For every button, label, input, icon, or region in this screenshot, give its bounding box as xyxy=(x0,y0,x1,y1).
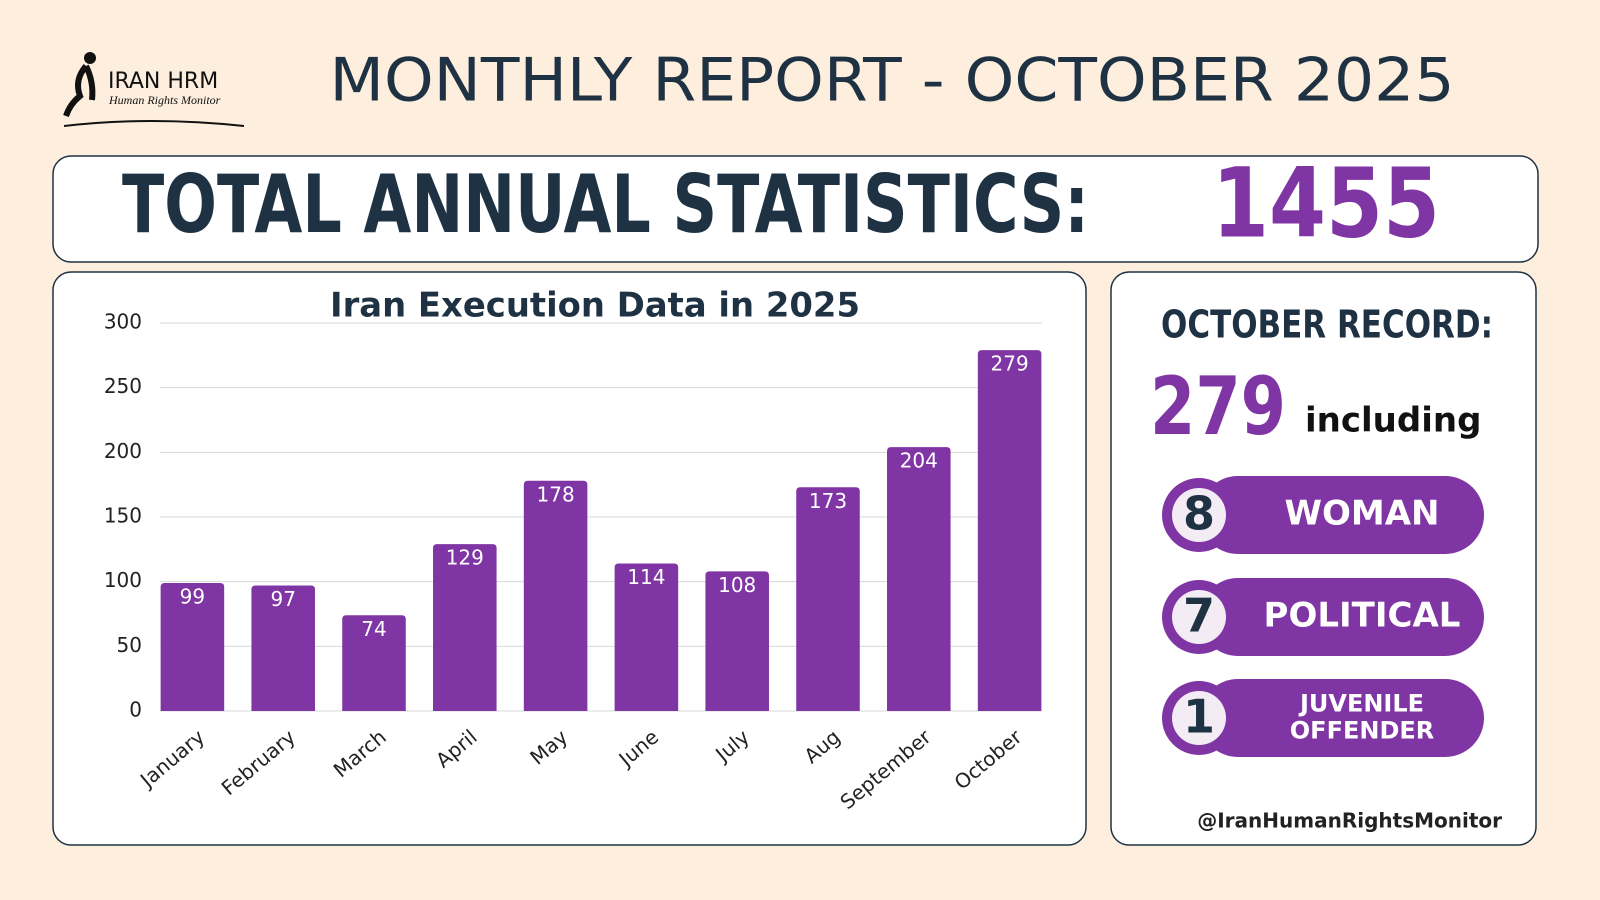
logo-subtitle: Human Rights Monitor xyxy=(108,93,221,107)
bar xyxy=(433,544,497,711)
badge-circle xyxy=(1172,590,1226,644)
bar xyxy=(887,447,951,711)
bar xyxy=(251,585,315,711)
bar xyxy=(523,480,588,711)
bar xyxy=(977,350,1042,711)
logo-wire xyxy=(63,120,245,127)
data-label: 74 xyxy=(361,617,386,641)
logo-figure xyxy=(63,64,96,118)
data-label: 279 xyxy=(991,352,1029,376)
badge-circle xyxy=(1172,488,1226,542)
badge-label: WOMAN xyxy=(1284,494,1439,534)
bar xyxy=(160,582,225,711)
badge-pill xyxy=(1199,578,1484,656)
data-label: 178 xyxy=(537,482,575,506)
october-value: 279 xyxy=(1150,360,1286,453)
data-label: 97 xyxy=(270,587,295,611)
october-box xyxy=(1110,271,1537,846)
y-tick-label: 150 xyxy=(104,504,142,528)
october-heading: OCTOBER RECORD: xyxy=(1161,303,1493,347)
chart-title: Iran Execution Data in 2025 xyxy=(330,286,860,326)
y-tick-label: 300 xyxy=(104,310,142,334)
badge-label: OFFENDER xyxy=(1290,717,1434,745)
badge-label: JUVENILE xyxy=(1298,690,1424,718)
badge-circle xyxy=(1172,691,1226,745)
data-label: 204 xyxy=(900,449,938,473)
october-suffix: including xyxy=(1305,401,1481,441)
data-label: 114 xyxy=(627,565,665,589)
badge-count: 7 xyxy=(1183,589,1215,643)
badge-count: 8 xyxy=(1183,487,1215,541)
logo-name: IRAN HRM xyxy=(108,69,218,94)
data-label: 99 xyxy=(180,584,205,608)
total-value: 1455 xyxy=(1212,147,1440,259)
y-tick-label: 250 xyxy=(104,374,142,398)
y-tick-label: 50 xyxy=(117,633,142,657)
logo-head xyxy=(84,52,96,64)
bar xyxy=(705,571,769,711)
bar xyxy=(614,563,679,711)
total-box xyxy=(52,155,1539,263)
y-tick-label: 100 xyxy=(104,568,142,592)
badge-count: 1 xyxy=(1183,690,1215,744)
social-handle: @IranHumanRightsMonitor xyxy=(1197,809,1502,833)
data-label: 129 xyxy=(446,546,484,570)
badge-label: POLITICAL xyxy=(1264,596,1461,636)
data-label: 108 xyxy=(718,573,756,597)
y-tick-label: 0 xyxy=(129,698,142,722)
bar xyxy=(342,615,406,711)
page-title: MONTHLY REPORT - OCTOBER 2025 xyxy=(330,46,1455,116)
badge-pill xyxy=(1199,679,1484,757)
logo: IRAN HRM Human Rights Monitor xyxy=(63,52,245,127)
y-tick-label: 200 xyxy=(104,439,142,463)
bar xyxy=(796,487,860,711)
badge-pill xyxy=(1199,476,1484,554)
total-label: TOTAL ANNUAL STATISTICS: xyxy=(122,158,1089,251)
data-label: 173 xyxy=(809,489,847,513)
